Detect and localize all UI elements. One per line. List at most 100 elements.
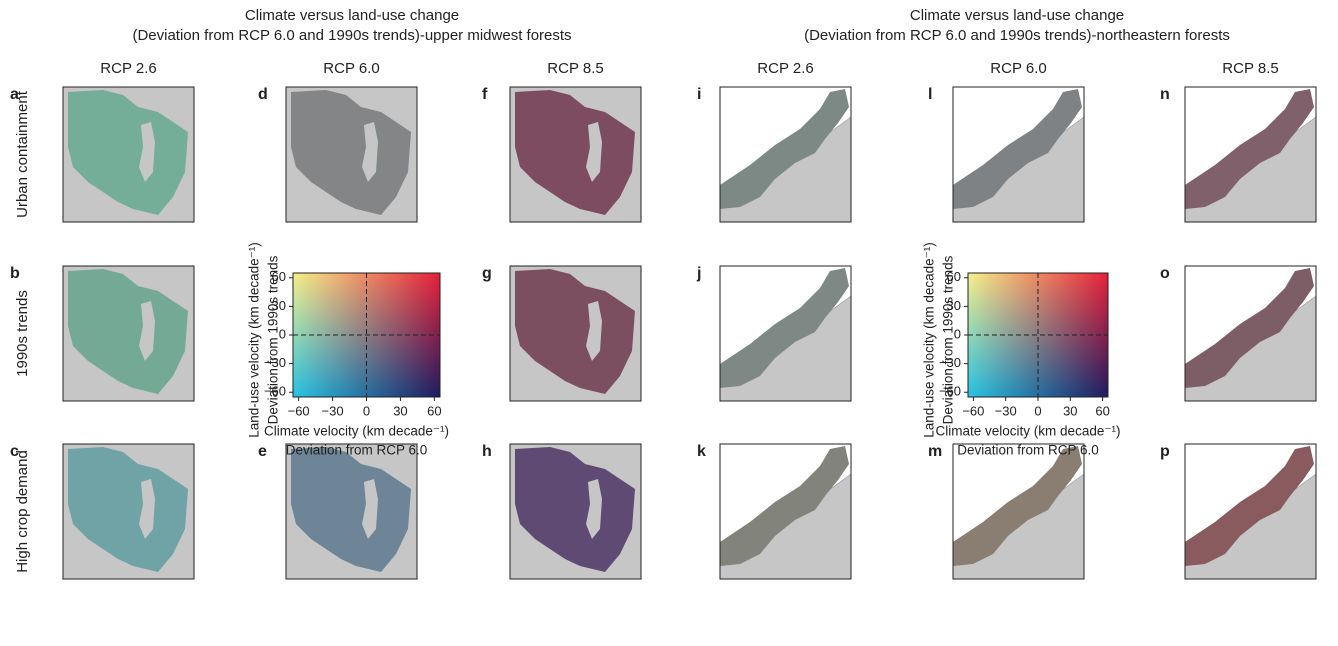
map-frame bbox=[62, 443, 195, 580]
y-tick-label: 0 bbox=[279, 326, 286, 341]
y-tick-label: −60 bbox=[264, 384, 286, 399]
map-panel bbox=[509, 86, 642, 223]
row-label: High crop demand bbox=[14, 450, 31, 573]
y-axis-label: Deviation from 1990s trends bbox=[941, 255, 956, 424]
panel-letter: h bbox=[482, 443, 492, 460]
map-panel bbox=[1184, 443, 1317, 580]
map-panel bbox=[285, 443, 418, 580]
panel-letter: b bbox=[10, 265, 20, 282]
x-tick-label: 30 bbox=[1063, 403, 1077, 418]
group-title: Climate versus land-use change bbox=[910, 7, 1124, 24]
x-tick-label: 30 bbox=[393, 403, 407, 418]
map-panel bbox=[62, 265, 195, 402]
panel-letter: g bbox=[482, 265, 492, 282]
x-axis-label: Climate velocity (km decade⁻¹) bbox=[264, 424, 449, 439]
panel-letter: k bbox=[697, 443, 706, 460]
column-header: RCP 8.5 bbox=[547, 60, 603, 77]
panel-letter: i bbox=[697, 86, 701, 103]
row-label: Urban containment bbox=[14, 90, 31, 218]
map-frame bbox=[719, 443, 852, 580]
x-axis-label: Deviation from RCP 6.0 bbox=[286, 443, 428, 458]
panel-letter: a bbox=[10, 86, 19, 103]
forest-region bbox=[1185, 446, 1314, 566]
map-panel bbox=[285, 86, 418, 223]
panel-letter: e bbox=[258, 443, 267, 460]
forest-region bbox=[68, 269, 188, 394]
map-panel bbox=[952, 443, 1085, 580]
x-tick-label: −60 bbox=[288, 403, 310, 418]
y-tick-label: 60 bbox=[272, 269, 286, 284]
y-tick-label: 0 bbox=[954, 326, 961, 341]
forest-region bbox=[515, 269, 635, 394]
y-tick-label: 60 bbox=[947, 269, 961, 284]
y-tick-label: −60 bbox=[939, 384, 961, 399]
panel-letter: o bbox=[1160, 265, 1170, 282]
panel-letter: f bbox=[482, 86, 488, 103]
x-tick-label: −30 bbox=[322, 403, 344, 418]
map-panel bbox=[719, 86, 852, 223]
forest-region bbox=[68, 90, 188, 215]
panel-letter: d bbox=[258, 86, 268, 103]
x-tick-label: 0 bbox=[363, 403, 370, 418]
map-frame bbox=[1184, 86, 1317, 223]
map-panel bbox=[62, 443, 195, 580]
map-frame bbox=[62, 86, 195, 223]
y-tick-label: −30 bbox=[939, 355, 961, 370]
map-panel bbox=[509, 265, 642, 402]
map-frame bbox=[719, 86, 852, 223]
y-tick-label: −30 bbox=[264, 355, 286, 370]
panel-letter: m bbox=[928, 443, 942, 460]
x-tick-label: 0 bbox=[1034, 403, 1041, 418]
forest-region bbox=[1185, 268, 1314, 388]
map-frame bbox=[509, 265, 642, 402]
x-axis-label: Climate velocity (km decade⁻¹) bbox=[936, 424, 1121, 439]
map-panel bbox=[1184, 265, 1317, 402]
map-panel bbox=[719, 265, 852, 402]
map-panel bbox=[952, 86, 1085, 223]
group-title: (Deviation from RCP 6.0 and 1990s trends… bbox=[804, 27, 1230, 44]
group-title: (Deviation from RCP 6.0 and 1990s trends… bbox=[132, 27, 571, 44]
map-frame bbox=[509, 443, 642, 580]
map-frame bbox=[952, 86, 1085, 223]
map-frame bbox=[509, 86, 642, 223]
map-frame bbox=[952, 443, 1085, 580]
column-header: RCP 6.0 bbox=[323, 60, 379, 77]
panel-letter: j bbox=[696, 265, 701, 282]
x-tick-label: −60 bbox=[962, 403, 984, 418]
column-header: RCP 2.6 bbox=[100, 60, 156, 77]
group-title: Climate versus land-use change bbox=[245, 7, 459, 24]
x-tick-label: −30 bbox=[995, 403, 1017, 418]
map-frame bbox=[285, 443, 418, 580]
map-frame bbox=[1184, 443, 1317, 580]
forest-region bbox=[515, 447, 635, 572]
map-frame bbox=[285, 86, 418, 223]
forest-region bbox=[68, 447, 188, 572]
column-header: RCP 2.6 bbox=[757, 60, 813, 77]
x-tick-label: 60 bbox=[427, 403, 441, 418]
forest-region bbox=[291, 447, 411, 572]
y-axis-label: Land-use velocity (km decade⁻¹) bbox=[247, 242, 262, 437]
x-tick-label: 60 bbox=[1095, 403, 1109, 418]
column-header: RCP 8.5 bbox=[1222, 60, 1278, 77]
map-frame bbox=[62, 265, 195, 402]
y-axis-label: Deviation from 1990s trends bbox=[266, 255, 281, 424]
forest-region bbox=[515, 90, 635, 215]
map-panel bbox=[1184, 86, 1317, 223]
panel-letter: n bbox=[1160, 86, 1170, 103]
forest-region bbox=[291, 90, 411, 215]
column-header: RCP 6.0 bbox=[990, 60, 1046, 77]
forest-region bbox=[720, 89, 849, 209]
forest-region bbox=[1185, 89, 1314, 209]
map-frame bbox=[1184, 265, 1317, 402]
forest-region bbox=[953, 89, 1082, 209]
x-axis-label: Deviation from RCP 6.0 bbox=[957, 443, 1099, 458]
y-axis-label: Land-use velocity (km decade⁻¹) bbox=[922, 242, 937, 437]
panel-letter: l bbox=[928, 86, 932, 103]
row-label: 1990s trends bbox=[14, 290, 31, 377]
forest-region bbox=[720, 268, 849, 388]
forest-region bbox=[720, 446, 849, 566]
y-tick-label: 30 bbox=[272, 298, 286, 313]
map-panel bbox=[62, 86, 195, 223]
panel-letter: c bbox=[10, 443, 19, 460]
